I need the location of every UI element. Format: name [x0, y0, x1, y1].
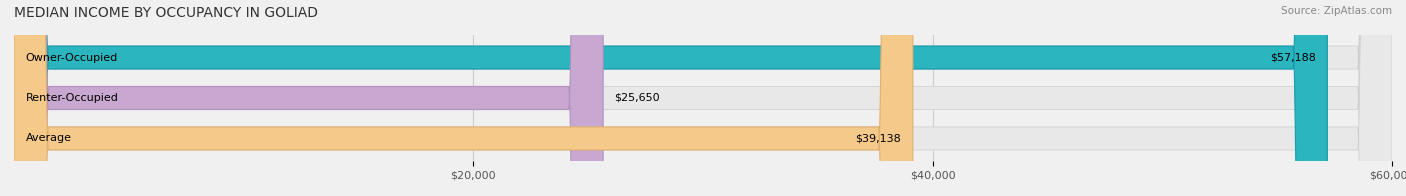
FancyBboxPatch shape	[14, 0, 912, 196]
Text: Average: Average	[25, 133, 72, 143]
Text: $39,138: $39,138	[856, 133, 901, 143]
Text: $25,650: $25,650	[614, 93, 661, 103]
Text: Renter-Occupied: Renter-Occupied	[25, 93, 118, 103]
FancyBboxPatch shape	[14, 0, 603, 196]
FancyBboxPatch shape	[14, 0, 1392, 196]
FancyBboxPatch shape	[14, 0, 1392, 196]
FancyBboxPatch shape	[14, 0, 1327, 196]
Text: Owner-Occupied: Owner-Occupied	[25, 53, 118, 63]
Text: $57,188: $57,188	[1270, 53, 1316, 63]
FancyBboxPatch shape	[14, 0, 1392, 196]
Text: MEDIAN INCOME BY OCCUPANCY IN GOLIAD: MEDIAN INCOME BY OCCUPANCY IN GOLIAD	[14, 6, 318, 20]
Text: Source: ZipAtlas.com: Source: ZipAtlas.com	[1281, 6, 1392, 16]
